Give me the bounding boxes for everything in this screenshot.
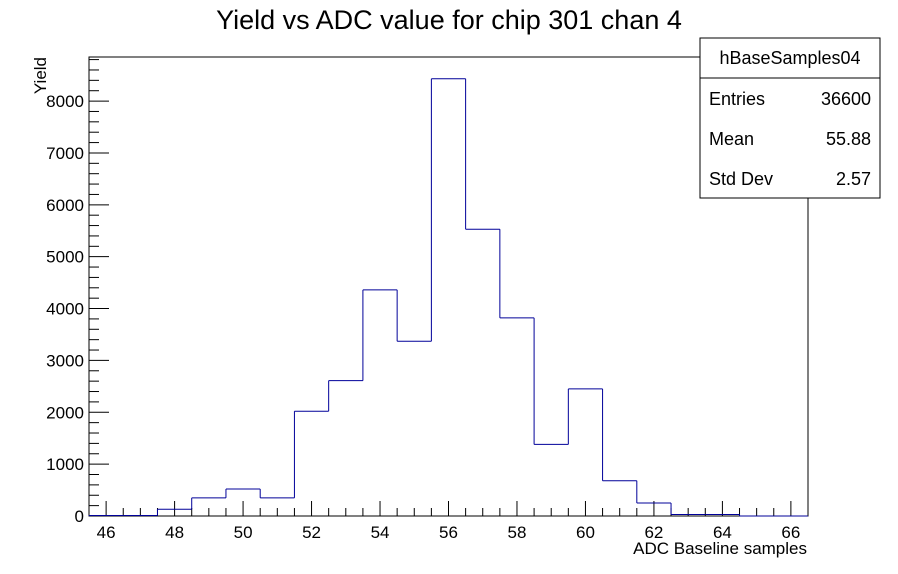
stats-stddev-value: 2.57 — [836, 169, 871, 189]
y-tick-label: 2000 — [46, 403, 84, 422]
x-tick-label: 52 — [302, 523, 321, 542]
y-tick-label: 1000 — [46, 455, 84, 474]
stats-entries-value: 36600 — [821, 89, 871, 109]
stats-box-name: hBaseSamples04 — [719, 48, 860, 68]
y-tick-label: 5000 — [46, 248, 84, 267]
y-axis-title: Yield — [31, 57, 50, 94]
y-tick-label: 3000 — [46, 351, 84, 370]
x-axis: 46 48 50 52 54 56 58 60 62 64 66 — [88, 501, 809, 542]
stats-stddev-label: Std Dev — [709, 169, 773, 189]
x-tick-label: 50 — [234, 523, 253, 542]
x-tick-label: 56 — [439, 523, 458, 542]
x-tick-label: 54 — [371, 523, 390, 542]
chart-title: Yield vs ADC value for chip 301 chan 4 — [216, 5, 682, 35]
x-tick-label: 62 — [644, 523, 663, 542]
stats-mean-label: Mean — [709, 129, 754, 149]
y-tick-label: 4000 — [46, 300, 84, 319]
stats-box: hBaseSamples04 Entries 36600 Mean 55.88 … — [699, 37, 881, 199]
y-axis: 0 1000 2000 3000 4000 5000 6000 7000 8000 — [46, 59, 109, 526]
stats-entries-label: Entries — [709, 89, 765, 109]
x-tick-label: 66 — [781, 523, 800, 542]
y-tick-label: 7000 — [46, 144, 84, 163]
x-tick-label: 64 — [713, 523, 732, 542]
x-tick-label: 58 — [508, 523, 527, 542]
stats-box-frame — [699, 37, 881, 199]
x-axis-title: ADC Baseline samples — [633, 539, 807, 558]
x-tick-label: 60 — [576, 523, 595, 542]
histogram-series — [88, 78, 808, 517]
y-tick-label: 6000 — [46, 196, 84, 215]
x-tick-label: 48 — [165, 523, 184, 542]
y-tick-label: 8000 — [46, 92, 84, 111]
stats-mean-value: 55.88 — [826, 129, 871, 149]
y-tick-label: 0 — [75, 507, 84, 526]
x-tick-label: 46 — [97, 523, 116, 542]
